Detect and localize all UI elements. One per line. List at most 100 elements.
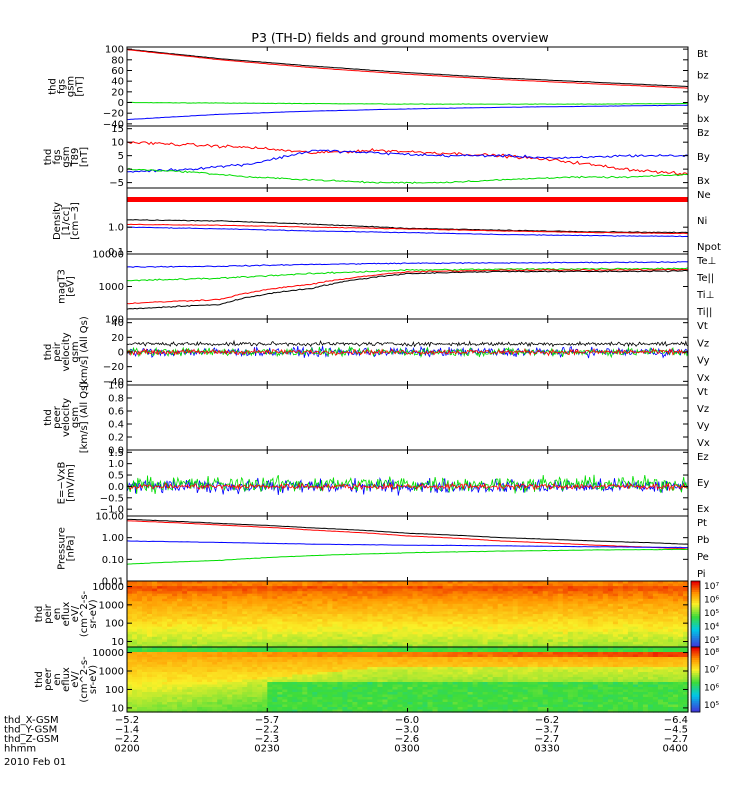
spectrogram-cell xyxy=(637,682,644,686)
spectrogram-cell xyxy=(602,649,609,653)
y-tick-label: −20 xyxy=(103,362,124,373)
spectrogram-cell xyxy=(432,654,439,658)
spectrogram-cell xyxy=(352,641,358,645)
spectrogram-cell xyxy=(377,657,383,661)
spectrogram-cell xyxy=(232,649,238,653)
spectrogram-cell xyxy=(167,654,173,658)
spectrogram-cell xyxy=(317,581,323,585)
spectrogram-cell xyxy=(487,672,494,676)
spectrogram-cell xyxy=(572,659,579,663)
spectrogram-cell xyxy=(377,629,383,633)
spectrogram-cell xyxy=(532,581,539,585)
spectrogram-cell xyxy=(177,631,183,635)
spectrogram-cell xyxy=(237,679,243,683)
spectrogram-cell xyxy=(157,674,163,678)
spectrogram-cell xyxy=(422,641,429,645)
colorbar-segment xyxy=(691,625,700,628)
spectrogram-cell xyxy=(187,652,193,656)
spectrogram-cell xyxy=(557,631,564,635)
spectrogram-cell xyxy=(678,614,684,618)
spectrogram-cell xyxy=(257,667,263,671)
spectrogram-cell xyxy=(397,667,404,671)
spectrogram-cell xyxy=(367,608,373,612)
spectrogram-cell xyxy=(182,621,188,625)
spectrogram-cell xyxy=(137,672,143,676)
spectrogram-cell xyxy=(132,657,138,661)
legend-entry: Vy xyxy=(697,421,710,432)
spectrogram-cell xyxy=(192,667,198,671)
spectrogram-cell xyxy=(673,598,679,602)
spectrogram-cell xyxy=(657,619,664,623)
spectrogram-cell xyxy=(227,624,233,628)
spectrogram-cell xyxy=(427,586,434,590)
spectrogram-cell xyxy=(467,603,474,607)
spectrogram-cell xyxy=(312,611,318,615)
spectrogram-cell xyxy=(262,586,268,590)
spectrogram-cell xyxy=(357,608,363,612)
spectrogram-cell xyxy=(668,636,674,640)
spectrogram-cell xyxy=(462,672,469,676)
spectrogram-cell xyxy=(612,624,619,628)
spectrogram-cell xyxy=(327,629,333,633)
spectrogram-cell xyxy=(267,581,273,585)
spectrogram-cell xyxy=(617,679,624,683)
spectrogram-cell xyxy=(502,603,509,607)
spectrogram-cell xyxy=(407,581,414,585)
spectrogram-cell xyxy=(422,636,429,640)
spectrogram-cell xyxy=(617,659,624,663)
spectrogram-cell xyxy=(207,657,213,661)
spectrogram-cell xyxy=(467,626,474,630)
spectrogram-cell xyxy=(327,657,333,661)
spectrogram-cell xyxy=(157,644,163,648)
spectrogram-cell xyxy=(482,606,489,610)
legend-entry: Vx xyxy=(697,438,710,449)
spectrogram-cell xyxy=(357,603,363,607)
spectrogram-cell xyxy=(412,677,419,681)
spectrogram-cell xyxy=(337,598,343,602)
spectrogram-cell xyxy=(347,647,353,651)
spectrogram-cell xyxy=(362,611,368,615)
spectrogram-cell xyxy=(587,588,594,592)
spectrogram-cell xyxy=(557,634,564,638)
spectrogram-cell xyxy=(207,639,213,643)
spectrogram-cell xyxy=(277,624,283,628)
spectrogram-cell xyxy=(587,583,594,587)
spectrogram-cell xyxy=(347,626,353,630)
spectrogram-cell xyxy=(327,614,333,618)
spectrogram-cell xyxy=(452,596,459,600)
spectrogram-cell xyxy=(582,679,589,683)
spectrogram-cell xyxy=(642,588,649,592)
spectrogram-cell xyxy=(362,669,368,673)
spectrogram-cell xyxy=(332,619,338,623)
spectrogram-cell xyxy=(617,586,624,590)
spectrogram-cell xyxy=(272,601,278,605)
spectrogram-cell xyxy=(297,634,303,638)
spectrogram-cell xyxy=(387,608,394,612)
spectrogram-cell xyxy=(312,596,318,600)
spectrogram-cell xyxy=(527,644,534,648)
spectrogram-cell xyxy=(582,616,589,620)
spectrogram-cell xyxy=(222,591,228,595)
spectrogram-cell xyxy=(317,677,323,681)
spectrogram-cell xyxy=(172,669,178,673)
spectrogram-cell xyxy=(587,679,594,683)
spectrogram-cell xyxy=(332,659,338,663)
spectrogram-cell xyxy=(277,641,283,645)
spectrogram-cell xyxy=(627,647,634,651)
spectrogram-cell xyxy=(517,667,524,671)
spectrogram-cell xyxy=(537,586,544,590)
spectrogram-cell xyxy=(542,619,549,623)
spectrogram-cell xyxy=(462,614,469,618)
spectrogram-cell xyxy=(542,636,549,640)
spectrogram-cell xyxy=(367,662,373,666)
spectrogram-cell xyxy=(137,679,143,683)
spectrogram-cell xyxy=(577,639,584,643)
spectrogram-cell xyxy=(647,652,654,656)
spectrogram-cell xyxy=(552,601,559,605)
bz-model-line xyxy=(126,141,689,176)
spectrogram-cell xyxy=(652,624,659,628)
spectrogram-cell xyxy=(673,652,679,656)
spectrogram-cell xyxy=(567,674,574,678)
spectrogram-cell xyxy=(652,598,659,602)
spectrogram-cell xyxy=(542,649,549,653)
